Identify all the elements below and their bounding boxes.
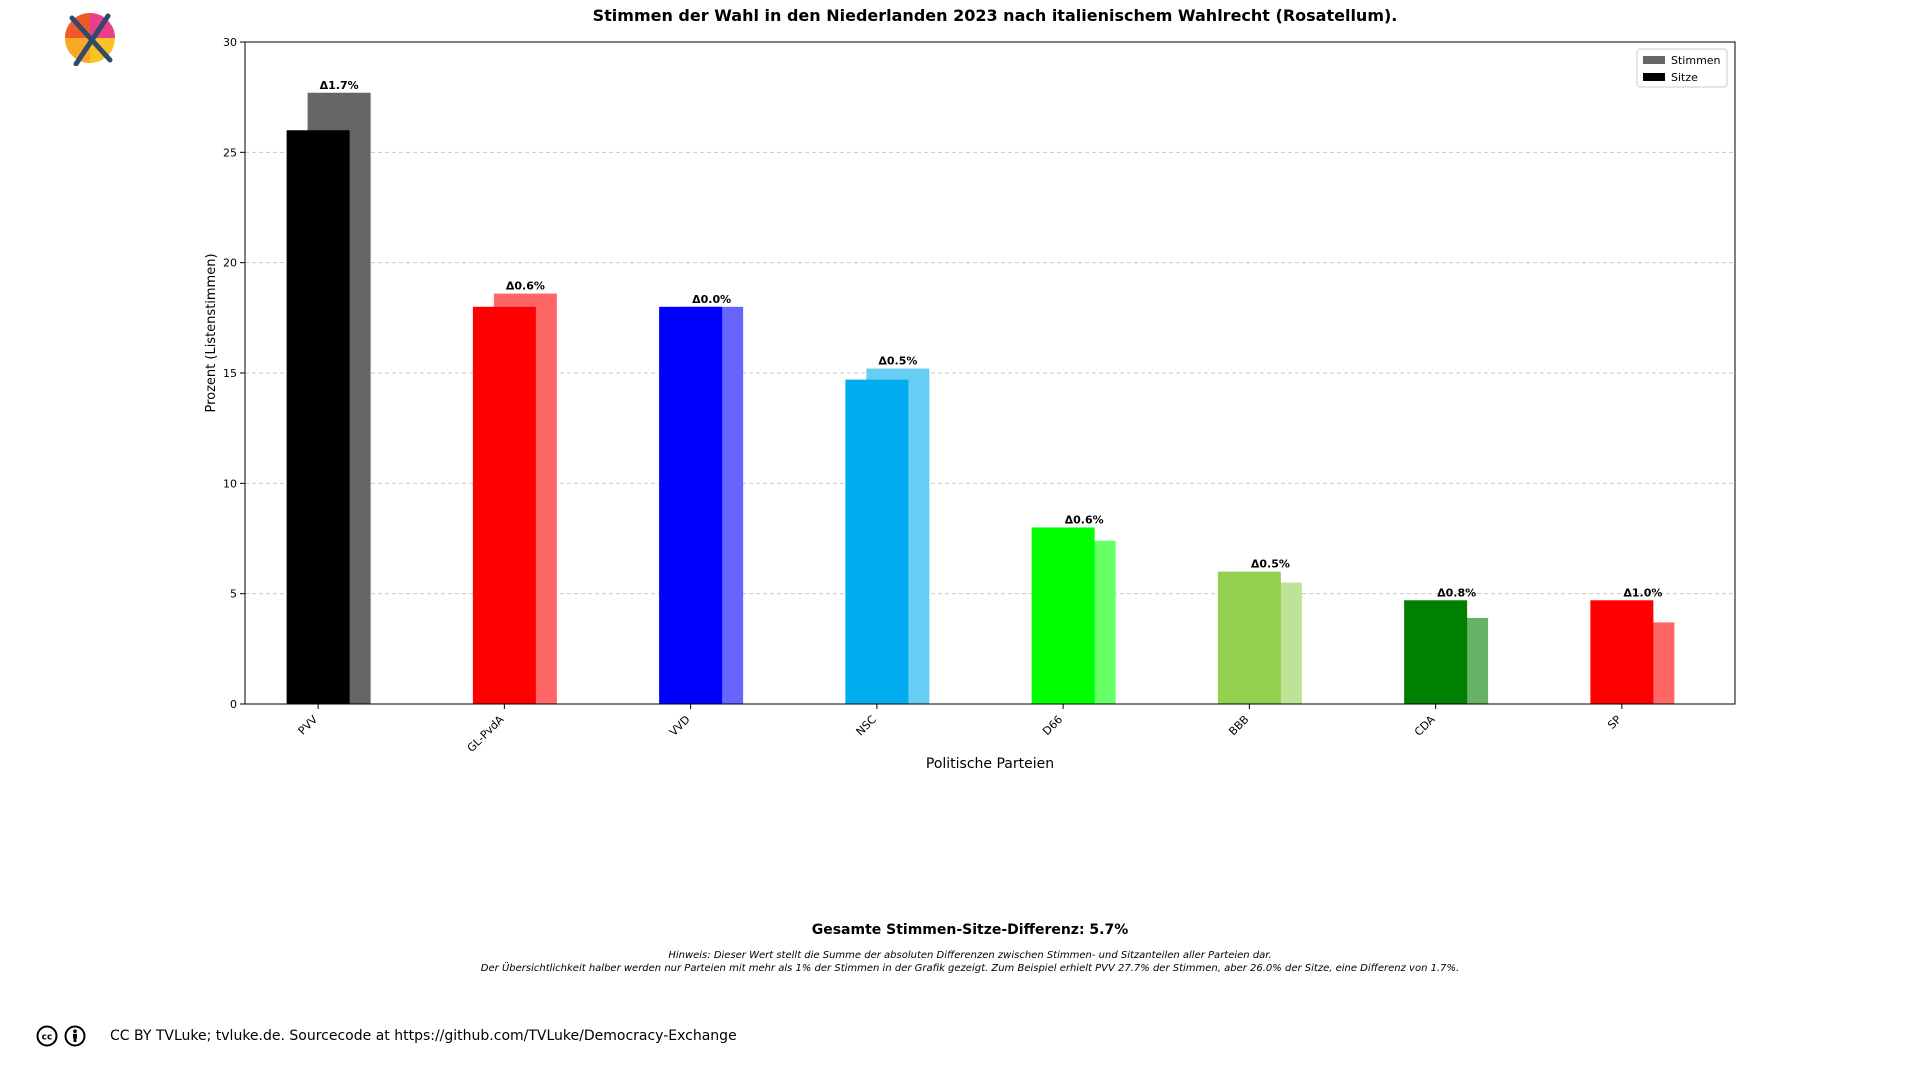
svg-text:cc: cc (42, 1033, 53, 1043)
y-axis-ticks: 0 5 10 15 20 25 30 (223, 36, 245, 711)
y-tick-label: 5 (230, 588, 237, 601)
bar-sitze-d66 (1031, 527, 1095, 704)
legend: Stimmen Sitze (1636, 48, 1728, 88)
bar-sitze-cda (1404, 600, 1468, 704)
bar-sitze-sp (1590, 600, 1654, 704)
total-difference: Gesamte Stimmen-Sitze-Differenz: 5.7% (811, 922, 1129, 938)
y-tick-label: 10 (223, 477, 237, 490)
x-tick-label: NSC (854, 713, 880, 739)
footer: cc CC BY TVLuke; tvluke.de. Sourcecode a… (36, 1024, 737, 1048)
bars: Δ1.7% Δ0.6% Δ0.0% Δ0.5% Δ0.6% Δ0.5% Δ0.8% Δ1.0% (286, 79, 1675, 704)
y-tick-label: 25 (223, 146, 237, 159)
x-tick-label: SP (1605, 713, 1624, 732)
x-tick-label: GL-PvdA (465, 713, 507, 755)
bar-sitze-vvd (659, 306, 723, 704)
note-line-1: Hinweis: Dieser Wert stellt die Summe de… (668, 950, 1272, 961)
y-tick-label: 20 (223, 257, 237, 270)
delta-label: Δ0.6% (1065, 513, 1104, 526)
bar-sitze-gl-pvda (472, 306, 536, 704)
y-tick-label: 15 (223, 367, 237, 380)
delta-label: Δ0.8% (1437, 586, 1476, 599)
bar-sitze-pvv (286, 130, 350, 704)
y-tick-label: 0 (230, 698, 237, 711)
chart-title: Stimmen der Wahl in den Niederlanden 202… (592, 6, 1398, 25)
y-axis-label: Prozent (Listenstimmen) (204, 253, 219, 412)
x-tick-label: CDA (1412, 713, 1438, 739)
grid-lines (245, 41, 1735, 595)
delta-label: Δ1.7% (320, 79, 359, 92)
delta-label: Δ1.0% (1623, 586, 1662, 599)
legend-label-stimmen: Stimmen (1671, 54, 1721, 67)
x-tick-label: VVD (667, 713, 693, 739)
delta-label: Δ0.0% (692, 293, 731, 306)
logo-icon (62, 10, 118, 67)
delta-label: Δ0.5% (1251, 558, 1290, 571)
cc-icon: cc (36, 1025, 58, 1047)
legend-swatch-sitze (1643, 73, 1665, 81)
x-tick-label: D66 (1040, 713, 1065, 738)
delta-label: Δ0.6% (506, 280, 545, 293)
x-axis-label: Politische Parteien (926, 756, 1054, 772)
license-text: CC BY TVLuke; tvluke.de. Sourcecode at h… (110, 1028, 737, 1044)
legend-swatch-stimmen (1643, 56, 1665, 64)
x-tick-label: BBB (1226, 713, 1251, 738)
delta-label: Δ0.5% (878, 355, 917, 368)
legend-label-sitze: Sitze (1671, 71, 1698, 84)
y-tick-label: 30 (223, 36, 237, 49)
by-icon (64, 1025, 86, 1047)
note-line-2: Der Übersichtlichkeit halber werden nur … (480, 963, 1460, 974)
bar-sitze-bbb (1217, 571, 1281, 704)
x-tick-label: PVV (296, 713, 321, 738)
bar-sitze-nsc (845, 379, 909, 704)
x-axis-ticks: PVV GL-PvdA VVD NSC D66 BBB CDA SP (296, 704, 1624, 755)
